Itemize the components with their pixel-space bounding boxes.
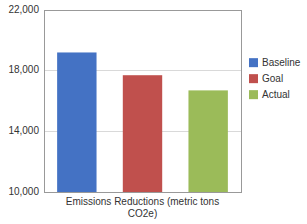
legend-label: Actual: [262, 89, 290, 100]
legend-swatch: [249, 74, 258, 83]
legend-swatch: [249, 90, 258, 99]
legend-label: Goal: [262, 73, 283, 84]
y-axis: 10,000 14,000 18,000 22,000: [8, 4, 39, 197]
x-axis-label-line: CO2e): [128, 208, 157, 219]
y-tick-label: 10,000: [8, 186, 39, 197]
legend-swatch: [249, 58, 258, 67]
bar: [188, 90, 227, 192]
legend: Baseline Goal Actual: [249, 57, 301, 100]
plot-frame: [44, 10, 241, 192]
y-tick-label: 22,000: [8, 4, 39, 15]
bar: [57, 52, 96, 192]
bars: [57, 52, 228, 192]
legend-label: Baseline: [262, 57, 301, 68]
x-axis-label-line: Emissions Reductions (metric tons: [66, 196, 219, 207]
y-tick-label: 18,000: [8, 64, 39, 75]
bar: [123, 75, 162, 192]
x-axis-label: Emissions Reductions (metric tonsCO2e): [66, 196, 219, 219]
chart: 10,000 14,000 18,000 22,000 Emissions Reduct…: [0, 0, 307, 224]
grid: [44, 10, 241, 192]
y-tick-label: 14,000: [8, 125, 39, 136]
